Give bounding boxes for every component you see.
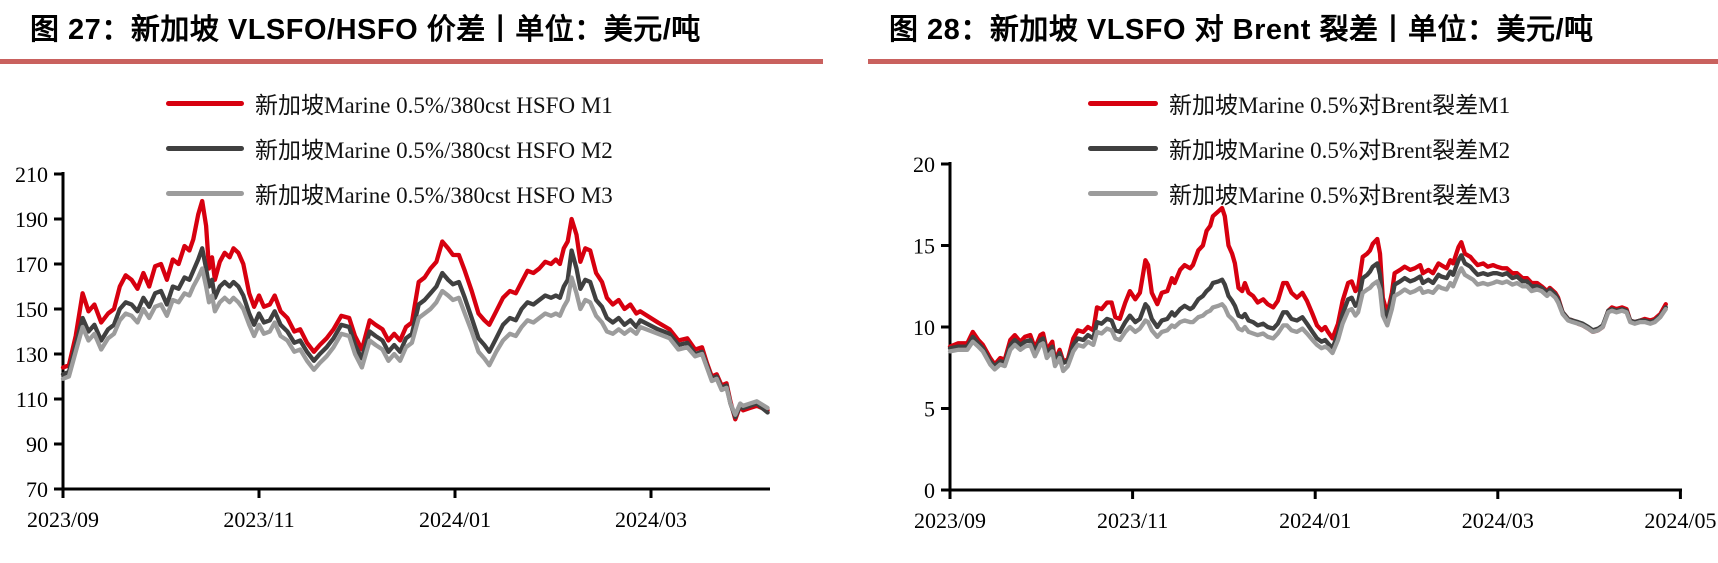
legend-swatch-m2 <box>1088 145 1158 151</box>
title-underline <box>0 59 823 64</box>
x-tick-label: 2024/05 <box>1644 508 1716 533</box>
series-line-m3 <box>60 266 770 417</box>
series-line-m1 <box>60 198 770 422</box>
chart-panel-vlsfo-brent-crack: 图 28：新加坡 VLSFO 对 Brent 裂差丨单位：美元/吨 20 15 10… <box>859 0 1718 563</box>
x-tick-label: 2024/01 <box>419 507 491 532</box>
y-tick-label: 0 <box>924 478 935 503</box>
chart-title: 图 28：新加坡 VLSFO 对 Brent 裂差丨单位：美元/吨 <box>889 14 1594 46</box>
legend-label-m1: 新加坡Marine 0.5%对Brent裂差M1 <box>1169 93 1511 118</box>
x-tick-label: 2023/09 <box>914 508 986 533</box>
chart-panel-vlsfo-hsfo-spread: 图 27：新加坡 VLSFO/HSFO 价差丨单位：美元/吨 210 190 170… <box>0 14 823 532</box>
x-tick-label: 2024/03 <box>1462 508 1534 533</box>
x-tick-label: 2023/09 <box>27 507 99 532</box>
y-tick-label: 90 <box>26 432 48 457</box>
y-tick-label: 150 <box>15 297 48 322</box>
series-line-m1 <box>947 205 1668 367</box>
legend-item-m1: 新加坡Marine 0.5%/380cst HSFO M1 <box>166 88 613 118</box>
legend-item-m1: 新加坡Marine 0.5%对Brent裂差M1 <box>1088 88 1510 118</box>
series-line-m3 <box>947 266 1668 374</box>
y-tick-label: 210 <box>15 162 48 187</box>
legend-item-m2: 新加坡Marine 0.5%/380cst HSFO M2 <box>166 133 613 163</box>
y-tick-label: 110 <box>16 387 48 412</box>
legend-swatch-m1 <box>1088 100 1158 106</box>
legend-swatch-m2 <box>166 145 244 151</box>
series-line-m2 <box>947 253 1668 369</box>
y-tick-label: 130 <box>15 342 48 367</box>
chart-title: 图 27：新加坡 VLSFO/HSFO 价差丨单位：美元/吨 <box>30 14 701 46</box>
y-tick-label: 190 <box>15 207 48 232</box>
legend-swatch-m3 <box>166 190 244 196</box>
legend-item-m2: 新加坡Marine 0.5%对Brent裂差M2 <box>1088 133 1510 163</box>
legend-item-m3: 新加坡Marine 0.5%/380cst HSFO M3 <box>166 178 613 208</box>
title-underline <box>868 59 1718 64</box>
legend-label-m3: 新加坡Marine 0.5%/380cst HSFO M3 <box>255 183 613 208</box>
x-tick-label: 2024/01 <box>1279 508 1351 533</box>
legend-label-m3: 新加坡Marine 0.5%对Brent裂差M3 <box>1169 183 1511 208</box>
x-tick-label: 2023/11 <box>1097 508 1168 533</box>
series-line-m2 <box>60 246 770 420</box>
legend-label-m2: 新加坡Marine 0.5%对Brent裂差M2 <box>1169 138 1511 163</box>
line-chart-vlsfo-hsfo-spread: 210 190 170 150 130 110 90 70 2023/09 2023/11 2024… <box>15 162 770 532</box>
line-chart-vlsfo-brent-crack: 20 15 10 5 0 2023/09 2023/11 2024/01 2024/03 2024… <box>913 152 1716 533</box>
x-tick-label: 2023/11 <box>223 507 294 532</box>
legend-swatch-m3 <box>1088 190 1158 196</box>
legend-label-m1: 新加坡Marine 0.5%/380cst HSFO M1 <box>255 93 613 118</box>
y-tick-label: 5 <box>924 397 935 422</box>
legend-item-m3: 新加坡Marine 0.5%对Brent裂差M3 <box>1088 178 1510 208</box>
y-tick-label: 15 <box>913 234 935 259</box>
legend-swatch-m1 <box>166 100 244 106</box>
y-tick-label: 20 <box>913 152 935 177</box>
y-tick-label: 70 <box>26 477 48 502</box>
y-tick-label: 170 <box>15 252 48 277</box>
x-tick-label: 2024/03 <box>615 507 687 532</box>
y-tick-label: 10 <box>913 315 935 340</box>
legend-label-m2: 新加坡Marine 0.5%/380cst HSFO M2 <box>255 138 613 163</box>
